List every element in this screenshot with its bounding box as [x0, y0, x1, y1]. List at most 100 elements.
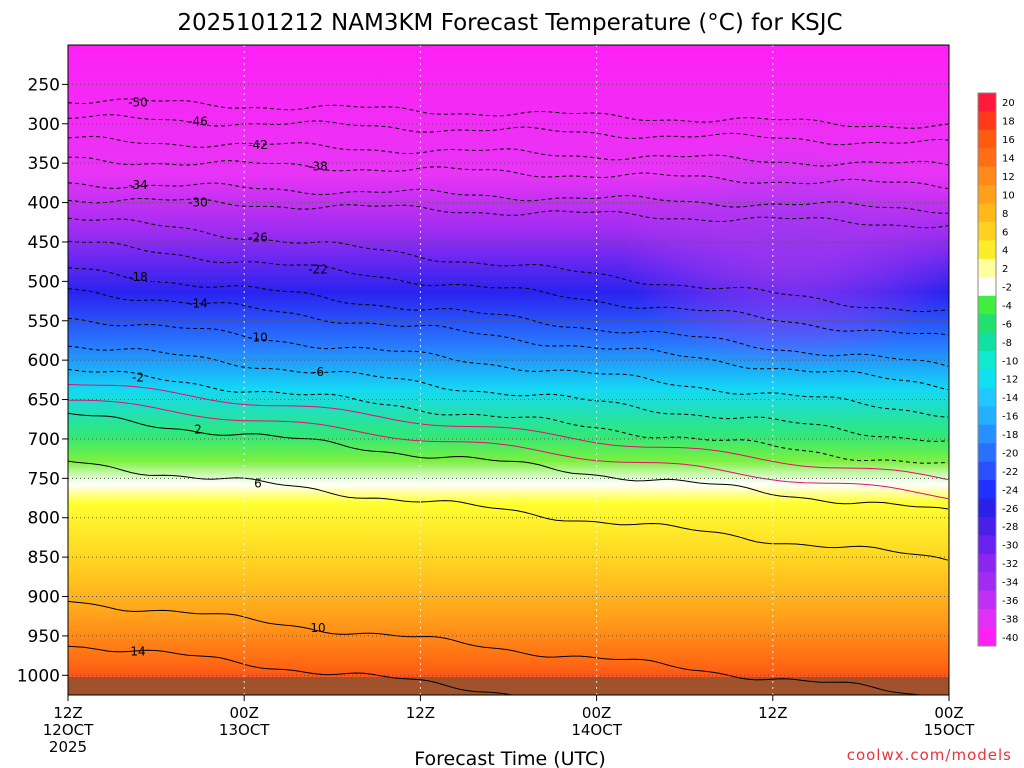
contour-lines: -50-46-42-38-34-30-26-22-18-14-10-6-2261… — [68, 95, 949, 695]
colorbar-swatch — [978, 424, 996, 444]
x-tick-label: 12Z — [758, 704, 787, 722]
contour-line — [68, 98, 949, 129]
x-tick-label: 00Z — [582, 704, 611, 722]
colorbar-swatch — [978, 406, 996, 426]
y-tick-label: 800 — [28, 509, 60, 529]
contour-line — [68, 460, 949, 561]
colorbar-label: 14 — [1002, 154, 1015, 165]
colorbar-label: 20 — [1002, 98, 1015, 109]
contour-label: 2 — [194, 423, 202, 437]
contour-line — [68, 114, 949, 146]
plot-area: -50-46-42-38-34-30-26-22-18-14-10-6-2261… — [68, 45, 949, 695]
contour-line — [68, 412, 949, 510]
colorbar-label: -8 — [1002, 338, 1012, 349]
contour-line — [68, 317, 949, 418]
colorbar-label: -22 — [1002, 467, 1018, 478]
contour-label: -18 — [128, 270, 148, 284]
colorbar-swatch — [978, 314, 996, 334]
colorbar-swatch — [978, 480, 996, 500]
contour-label: 14 — [130, 644, 145, 658]
colorbar-swatch — [978, 498, 996, 518]
colorbar-label: -14 — [1002, 393, 1018, 404]
colorbar-swatch — [978, 295, 996, 315]
colorbar-swatch — [978, 203, 996, 223]
colorbar-label: -36 — [1002, 596, 1018, 607]
colorbar-label: -28 — [1002, 522, 1018, 533]
contour-label: -22 — [308, 262, 328, 276]
contour-line — [68, 600, 924, 695]
colorbar-label: -24 — [1002, 485, 1018, 496]
colorbar-swatch — [978, 535, 996, 555]
contour-label: -46 — [188, 114, 208, 128]
contour-label: -10 — [248, 331, 268, 345]
colorbar-swatch — [978, 277, 996, 297]
x-axis-label: Forecast Time (UTC) — [414, 748, 605, 768]
y-tick-label: 900 — [28, 588, 60, 608]
x-tick-label: 00Z — [934, 704, 963, 722]
colorbar-label: -40 — [1002, 633, 1018, 644]
freezing-level-line — [68, 399, 949, 500]
contour-line — [68, 197, 949, 229]
colorbar-swatch — [978, 129, 996, 149]
contour-label: -14 — [188, 297, 208, 311]
colorbar-label: -34 — [1002, 577, 1018, 588]
gridlines — [68, 45, 949, 695]
colorbar-label: -2 — [1002, 283, 1012, 294]
colorbar-label: -6 — [1002, 319, 1012, 330]
contour-label: 10 — [310, 621, 325, 635]
colorbar-label: -30 — [1002, 541, 1018, 552]
colorbar-swatch — [978, 590, 996, 610]
colorbar-swatch — [978, 332, 996, 352]
freezing-level-line — [68, 384, 949, 481]
colorbar-swatch — [978, 553, 996, 573]
contour-line — [68, 288, 949, 391]
colorbar-swatch — [978, 148, 996, 168]
y-tick-label: 300 — [28, 115, 60, 135]
chart-title: 2025101212 NAM3KM Forecast Temperature (… — [177, 10, 842, 36]
contour-label: -2 — [132, 370, 144, 384]
colorbar-label: 2 — [1002, 264, 1008, 275]
colorbar-label: -18 — [1002, 430, 1018, 441]
colorbar-label: 8 — [1002, 209, 1008, 220]
colorbar-swatch — [978, 369, 996, 389]
contour-label: -50 — [128, 95, 148, 109]
y-tick-label: 450 — [28, 233, 60, 253]
colorbar-label: -26 — [1002, 504, 1018, 515]
colorbar-swatch — [978, 166, 996, 186]
x-tick-label: 12Z — [406, 704, 435, 722]
colorbar-label: -10 — [1002, 356, 1018, 367]
cold-pool-upper-right — [620, 130, 949, 370]
colorbar-swatch — [978, 240, 996, 260]
contour-line — [68, 267, 949, 367]
colorbar-label: -32 — [1002, 559, 1018, 570]
contour-line — [68, 368, 949, 464]
colorbar-swatch — [978, 516, 996, 536]
colorbar-swatch — [978, 461, 996, 481]
credit-text: coolwx.com/models — [847, 746, 1012, 764]
x-tick-label: 12Z — [53, 704, 82, 722]
colorbar-swatch — [978, 111, 996, 131]
colorbar-swatch — [978, 609, 996, 629]
contour-line — [68, 645, 515, 695]
contour-line — [68, 156, 949, 190]
y-tick-label: 500 — [28, 272, 60, 292]
x-tick-label: 00Z — [230, 704, 259, 722]
y-tick-label: 750 — [28, 469, 60, 489]
colorbar-label: 12 — [1002, 172, 1015, 183]
contour-label: -34 — [128, 178, 148, 192]
colorbar-swatch — [978, 93, 996, 112]
colorbar-label: -20 — [1002, 448, 1018, 459]
y-axis: 250 300 350 400 450 500 550 600 650 700 750 800 850 9… — [17, 75, 68, 686]
colorbar-swatch — [978, 258, 996, 278]
y-tick-label: 550 — [28, 312, 60, 332]
colorbar-label: 18 — [1002, 117, 1015, 128]
colorbar-label: 16 — [1002, 135, 1015, 146]
y-tick-label: 650 — [28, 391, 60, 411]
x-tick-label: 15OCT — [924, 721, 975, 739]
x-tick-label: 2025 — [49, 738, 87, 756]
colorbar-label: -16 — [1002, 412, 1018, 423]
y-tick-label: 950 — [28, 627, 60, 647]
x-tick-label: 13OCT — [219, 721, 270, 739]
